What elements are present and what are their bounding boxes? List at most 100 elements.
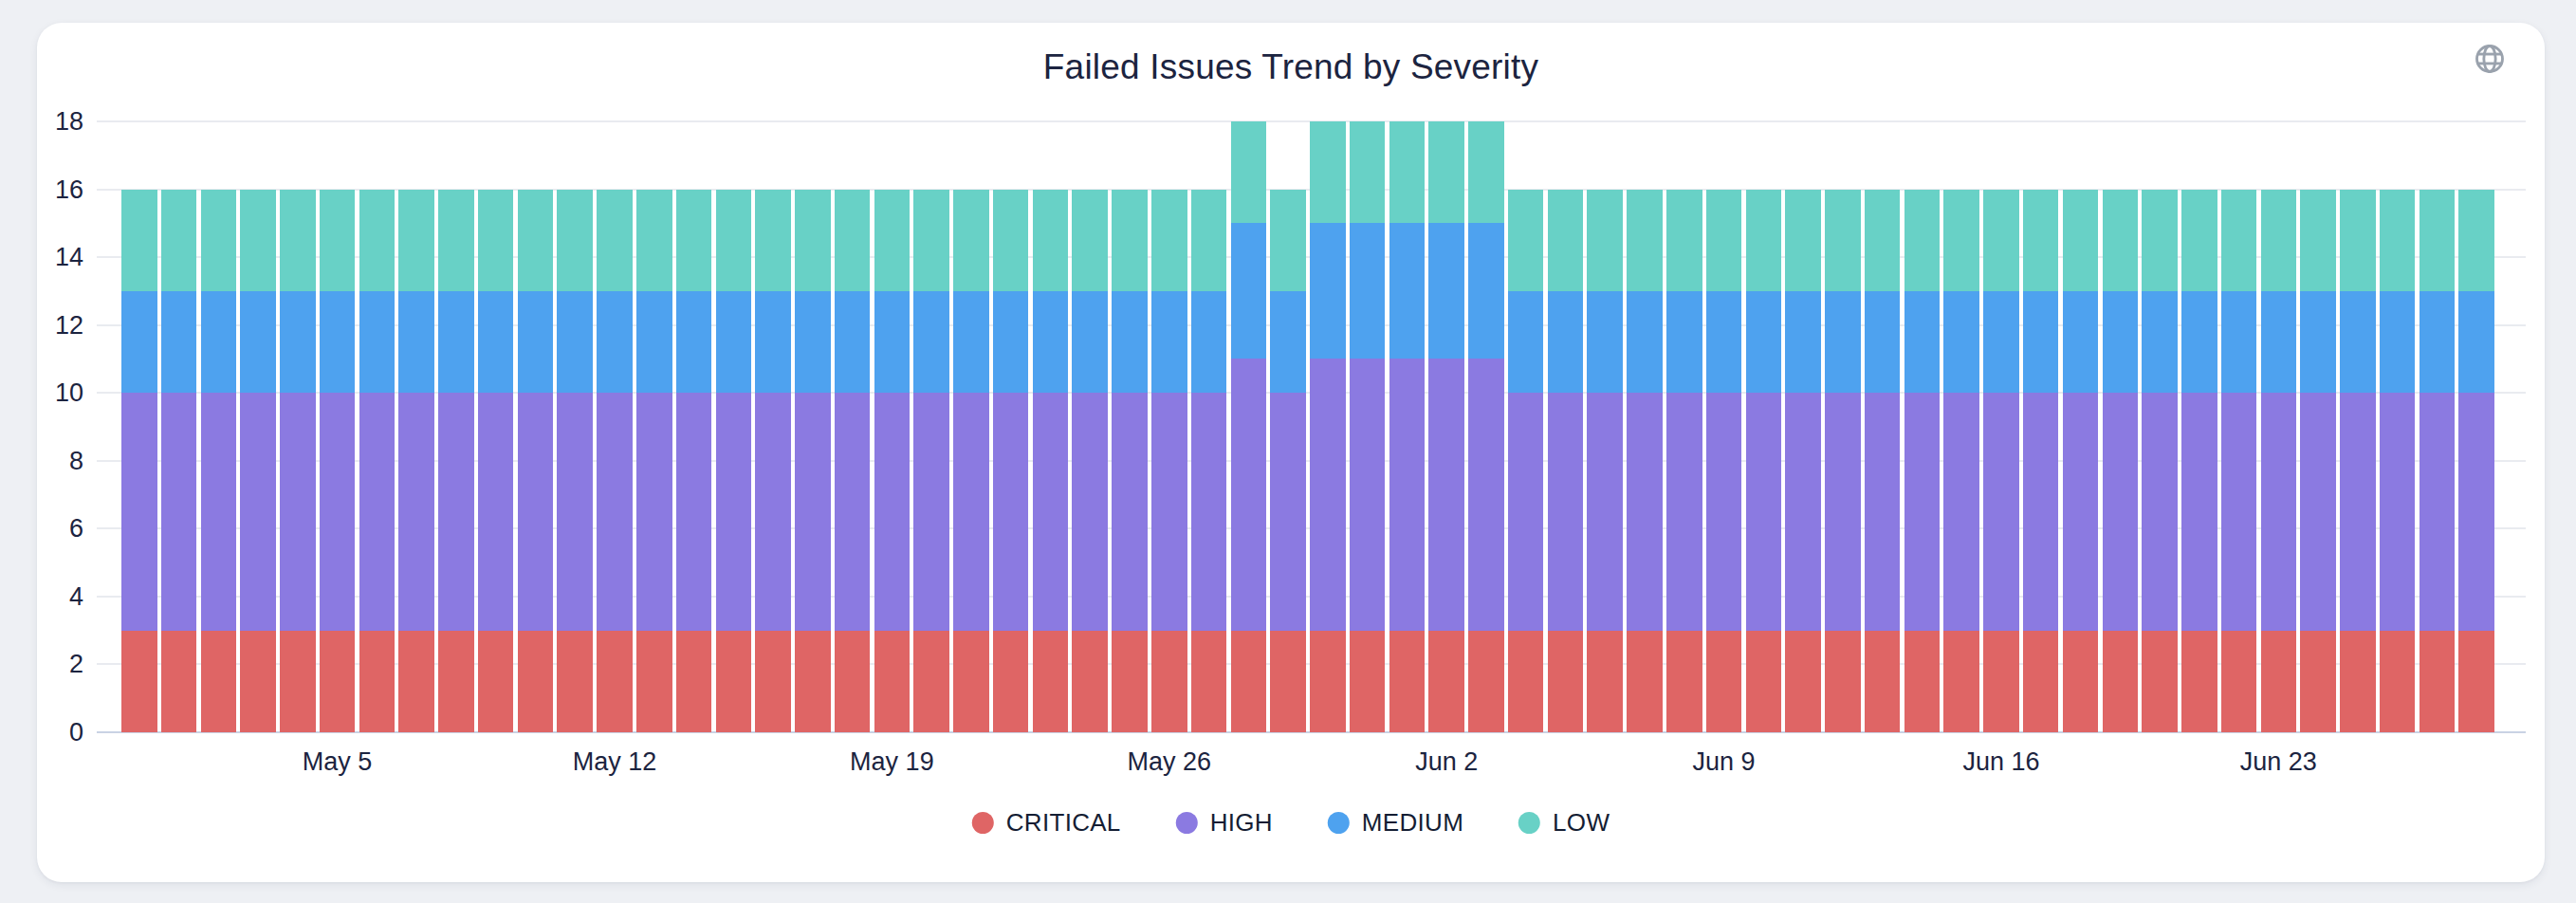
bar-jun-22[interactable] [2221,190,2257,732]
bar-jun-12[interactable] [1825,190,1861,732]
bar-may-25[interactable] [1112,190,1148,732]
bar-segment-low[interactable] [874,190,911,291]
bar-segment-medium[interactable] [1033,291,1069,393]
bar-segment-medium[interactable] [2340,291,2376,393]
bar-segment-critical[interactable] [913,631,949,732]
bar-apr-30[interactable] [121,190,157,732]
bar-segment-high[interactable] [1033,393,1069,630]
bar-segment-critical[interactable] [953,631,989,732]
bar-segment-medium[interactable] [1904,291,1941,393]
bar-segment-low[interactable] [240,190,276,291]
bar-segment-high[interactable] [835,393,871,630]
bar-may-7[interactable] [398,190,434,732]
bar-segment-high[interactable] [2063,393,2099,630]
bar-segment-high[interactable] [1191,393,1227,630]
bar-segment-medium[interactable] [1825,291,1861,393]
bar-segment-critical[interactable] [1943,631,1979,732]
bar-segment-high[interactable] [1548,393,1584,630]
bar-segment-medium[interactable] [518,291,554,393]
bar-jun-27[interactable] [2420,190,2456,732]
bar-segment-low[interactable] [438,190,474,291]
bar-segment-high[interactable] [1350,359,1386,630]
bar-segment-medium[interactable] [398,291,434,393]
bar-segment-high[interactable] [557,393,593,630]
bar-segment-critical[interactable] [2023,631,2059,732]
bar-segment-high[interactable] [478,393,514,630]
bar-segment-high[interactable] [2023,393,2059,630]
bar-segment-high[interactable] [1231,359,1267,630]
bar-may-19[interactable] [874,190,911,732]
bar-jun-11[interactable] [1785,190,1821,732]
bar-segment-low[interactable] [2103,190,2139,291]
bar-segment-medium[interactable] [835,291,871,393]
bar-segment-medium[interactable] [2103,291,2139,393]
bar-segment-high[interactable] [1865,393,1901,630]
bar-segment-low[interactable] [835,190,871,291]
bar-segment-critical[interactable] [1033,631,1069,732]
bar-segment-low[interactable] [161,190,197,291]
bar-segment-high[interactable] [2142,393,2178,630]
bar-segment-medium[interactable] [993,291,1029,393]
bar-segment-high[interactable] [2420,393,2456,630]
bar-may-17[interactable] [795,190,831,732]
bar-segment-critical[interactable] [1627,631,1663,732]
bar-segment-low[interactable] [1310,121,1346,223]
bar-segment-medium[interactable] [1468,223,1504,359]
bar-segment-low[interactable] [2181,190,2217,291]
bar-segment-critical[interactable] [359,631,396,732]
bar-may-26[interactable] [1151,190,1187,732]
bar-jun-25[interactable] [2340,190,2376,732]
bar-segment-low[interactable] [1191,190,1227,291]
bar-segment-low[interactable] [2063,190,2099,291]
bar-segment-medium[interactable] [2458,291,2494,393]
bar-jun-3[interactable] [1468,121,1504,732]
bar-segment-high[interactable] [1270,393,1306,630]
bar-segment-low[interactable] [2221,190,2257,291]
bar-may-4[interactable] [280,190,316,732]
bar-may-30[interactable] [1310,121,1346,732]
bar-segment-medium[interactable] [2142,291,2178,393]
bar-segment-low[interactable] [1983,190,2019,291]
bar-may-13[interactable] [636,190,672,732]
bar-segment-medium[interactable] [2221,291,2257,393]
bar-segment-medium[interactable] [478,291,514,393]
bar-segment-critical[interactable] [1231,631,1267,732]
bar-segment-low[interactable] [1943,190,1979,291]
bar-segment-critical[interactable] [121,631,157,732]
bar-segment-high[interactable] [398,393,434,630]
bar-segment-critical[interactable] [1350,631,1386,732]
bar-jun-8[interactable] [1666,190,1702,732]
bar-may-11[interactable] [557,190,593,732]
bar-segment-critical[interactable] [1428,631,1464,732]
legend-item-high[interactable]: HIGH [1176,808,1273,838]
bar-segment-high[interactable] [676,393,712,630]
bar-may-16[interactable] [755,190,791,732]
bar-segment-high[interactable] [1587,393,1623,630]
bar-segment-medium[interactable] [438,291,474,393]
bar-segment-low[interactable] [1231,121,1267,223]
bar-segment-critical[interactable] [676,631,712,732]
bar-segment-high[interactable] [636,393,672,630]
bar-segment-medium[interactable] [557,291,593,393]
bar-segment-critical[interactable] [557,631,593,732]
bar-segment-critical[interactable] [1746,631,1782,732]
bar-segment-high[interactable] [1428,359,1464,630]
bar-segment-medium[interactable] [1706,291,1742,393]
bar-may-10[interactable] [518,190,554,732]
bar-may-1[interactable] [161,190,197,732]
bar-may-5[interactable] [320,190,356,732]
bar-jun-16[interactable] [1983,190,2019,732]
bar-segment-high[interactable] [2458,393,2494,630]
bar-segment-low[interactable] [1904,190,1941,291]
bar-jun-21[interactable] [2181,190,2217,732]
bar-segment-critical[interactable] [1587,631,1623,732]
bar-jun-6[interactable] [1587,190,1623,732]
bar-segment-medium[interactable] [2261,291,2297,393]
bar-segment-critical[interactable] [2458,631,2494,732]
bar-jun-24[interactable] [2300,190,2336,732]
bar-segment-medium[interactable] [1627,291,1663,393]
bar-segment-high[interactable] [1310,359,1346,630]
bar-segment-high[interactable] [2340,393,2376,630]
bar-jun-7[interactable] [1627,190,1663,732]
bar-segment-high[interactable] [1983,393,2019,630]
